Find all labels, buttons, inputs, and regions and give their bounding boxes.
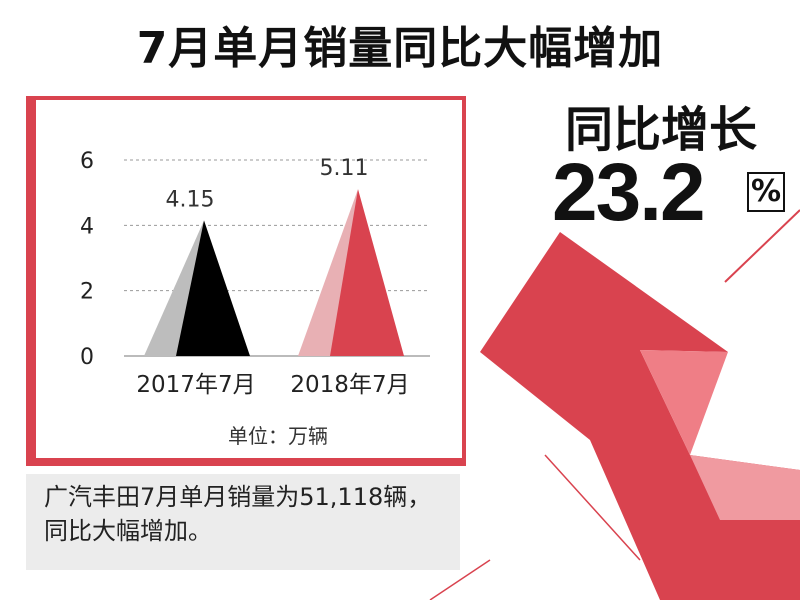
data-label: 4.15 (166, 187, 215, 212)
page-title: 7月单月销量同比大幅增加 (136, 23, 664, 74)
x-tick-label: 2018年7月 (290, 372, 409, 398)
bar (330, 189, 404, 356)
y-tick-label: 2 (80, 280, 94, 305)
up-arrow-shape (480, 232, 800, 600)
y-tick-label: 6 (80, 149, 94, 174)
bar (176, 220, 250, 356)
y-tick-label: 4 (80, 214, 94, 239)
decor-line (724, 209, 800, 283)
data-label: 5.11 (320, 156, 369, 181)
x-tick-label: 2017年7月 (136, 372, 255, 398)
growth-unit: % (747, 172, 785, 212)
decor-line (544, 454, 641, 561)
y-tick-label: 0 (80, 345, 94, 370)
x-axis-labels: 2017年7月 2018年7月 (136, 372, 409, 398)
growth-value: 23.2 (552, 147, 706, 238)
y-axis-ticks: 0 2 4 6 (80, 149, 94, 370)
decor-line (429, 559, 491, 600)
unit-label: 单位：万辆 (228, 424, 328, 448)
arrow-highlight (640, 350, 728, 455)
note-box (26, 474, 460, 570)
bar-chart: 0 2 4 6 4.15 5.11 2017年7月 2018年7月 (80, 149, 430, 398)
growth-title: 同比增长 (565, 102, 758, 158)
bar-shade (298, 189, 358, 356)
note-text: 广汽丰田7月单月销量为51,118辆，同比大幅增加。 (44, 483, 432, 545)
arrow-tail-highlight (690, 455, 800, 520)
bars: 4.15 5.11 (144, 156, 404, 356)
bar-shade (144, 220, 204, 356)
